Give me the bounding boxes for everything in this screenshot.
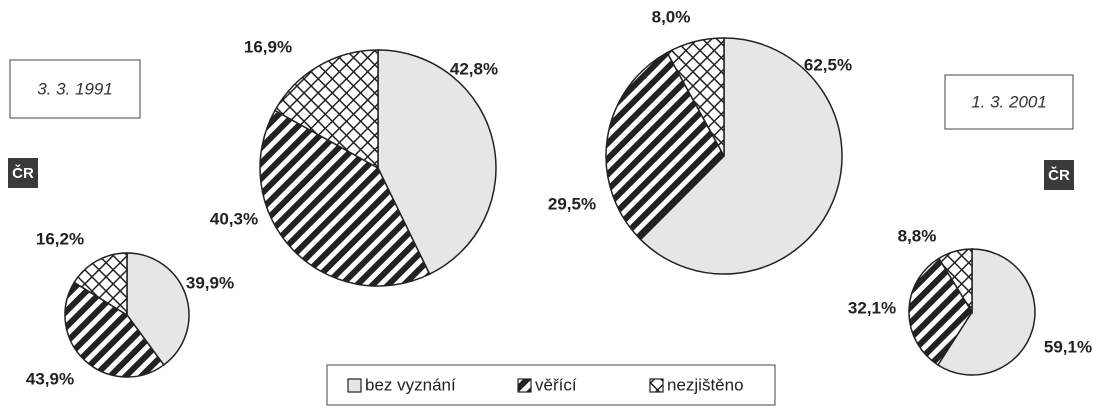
pie-slice	[605, 51, 725, 241]
data-label: 40,3%	[210, 209, 258, 228]
legend-swatch	[649, 378, 664, 393]
data-label: 42,8%	[450, 59, 498, 78]
region-badge	[8, 158, 38, 188]
data-label: 8,0%	[652, 7, 691, 26]
date-label: 3. 3. 1991	[37, 79, 113, 98]
date-label: 1. 3. 2001	[971, 92, 1047, 111]
data-label: 43,9%	[26, 369, 74, 388]
date-box	[9, 59, 141, 119]
legend-swatch	[347, 378, 362, 393]
data-label: 29,5%	[548, 194, 596, 213]
pie-slice	[259, 109, 431, 287]
pie-slice	[273, 49, 379, 170]
date-box	[944, 74, 1074, 130]
data-label: 62,5%	[804, 55, 852, 74]
pie-slice	[639, 37, 843, 275]
pie-slice	[73, 252, 128, 317]
pie-slice	[937, 248, 973, 315]
data-label: 16,9%	[244, 37, 292, 56]
legend-label: nezjištěno	[667, 375, 744, 394]
legend-box	[326, 364, 776, 406]
data-label: 8,8%	[898, 226, 937, 245]
pie-slice	[64, 281, 165, 378]
pie-slice	[126, 252, 190, 366]
pie-slice	[908, 257, 973, 367]
pie-slice	[936, 248, 1036, 376]
legend-label: bez vyznání	[365, 375, 456, 394]
region-label: ČR	[12, 164, 34, 182]
legend-swatch	[517, 378, 532, 393]
data-label: 59,1%	[1044, 337, 1092, 356]
region-label: ČR	[1048, 166, 1070, 184]
data-label: 32,1%	[848, 298, 896, 317]
data-label: 16,2%	[36, 229, 84, 248]
legend-label: věřící	[535, 375, 577, 394]
pie-slice	[377, 49, 497, 276]
pie-slice	[666, 37, 725, 157]
data-label: 39,9%	[186, 273, 234, 292]
region-badge	[1044, 160, 1074, 190]
